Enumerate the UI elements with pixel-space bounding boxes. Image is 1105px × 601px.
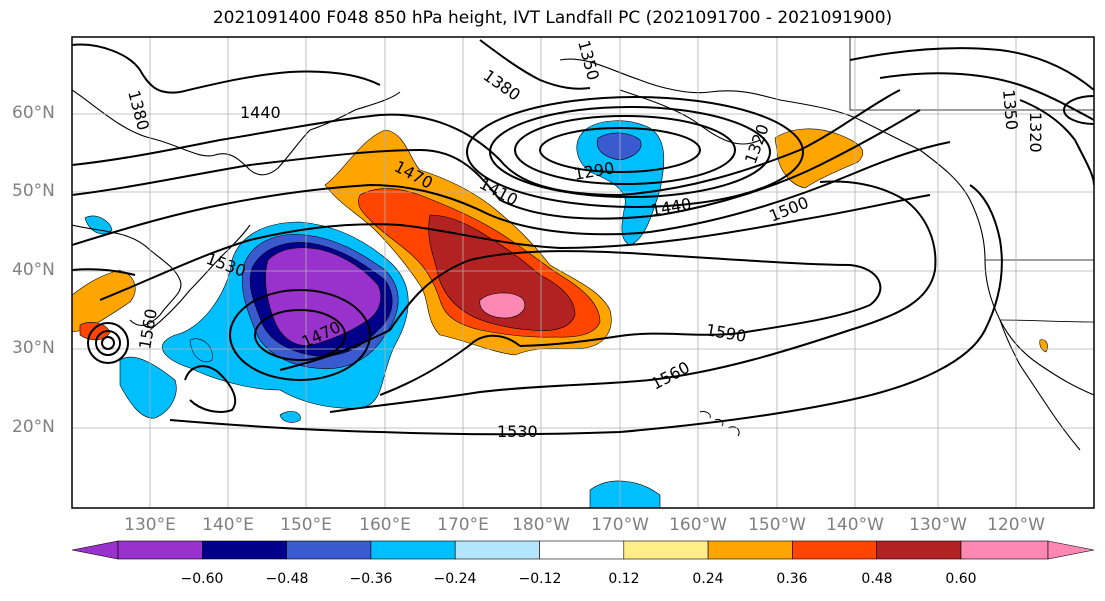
colorbar [71, 540, 1095, 560]
colorbar-bin [370, 540, 456, 560]
contour-label: 1440 [240, 103, 281, 122]
lon-label: 130°E [124, 515, 176, 535]
colorbar-tick-label: 0.36 [776, 571, 808, 587]
lat-label: 40°N [12, 260, 55, 280]
lat-label: 60°N [12, 103, 55, 123]
map-frame [71, 36, 1095, 509]
lon-label: 170°W [591, 515, 649, 535]
lon-label: 170°E [437, 515, 489, 535]
colorbar-bin [202, 540, 287, 560]
lat-label: 30°N [12, 338, 55, 358]
contour-label: 1500 [540, 95, 581, 114]
colorbar-bin [623, 540, 709, 560]
colorbar-tick-label: −0.12 [518, 571, 562, 587]
lat-label: 50°N [12, 181, 55, 201]
colorbar-bin [117, 540, 203, 560]
negative-anomaly-west-core [265, 247, 382, 346]
colorbar-bin [454, 540, 540, 560]
lon-label: 120°W [987, 515, 1045, 535]
contour-label: 1350 [999, 89, 1021, 131]
colorbar-bin [707, 540, 793, 560]
lon-label: 160°W [669, 515, 727, 535]
colorbar-tick-label: 0.48 [861, 571, 893, 587]
colorbar-tick-label: 0.12 [608, 571, 640, 587]
colorbar-arrow-left [71, 540, 119, 560]
colorbar-tick-label: −0.60 [180, 571, 224, 587]
map-title: 2021091400 F048 850 hPa height, IVT Land… [212, 8, 893, 28]
colorbar-bin [539, 540, 625, 560]
lon-label: 150°E [280, 515, 332, 535]
lat-label: 20°N [12, 417, 55, 437]
colorbar-tick-label: 0.60 [945, 571, 977, 587]
contour-label: 1530 [497, 422, 538, 441]
positive-anomaly-northeast [774, 128, 864, 189]
colorbar-tick-label: −0.48 [265, 571, 309, 587]
lon-label: 160°E [359, 515, 411, 535]
lon-label: 140°W [826, 515, 884, 535]
colorbar-tick-label: −0.36 [349, 571, 393, 587]
colorbar-tick-label: −0.24 [433, 571, 477, 587]
lon-label: 150°W [748, 515, 806, 535]
height-contours [72, 39, 1094, 436]
colorbar-bin [286, 540, 372, 560]
colorbar-tick-label: 0.24 [692, 571, 724, 587]
colorbar-bin [876, 540, 962, 560]
lon-label: 180°W [512, 515, 570, 535]
lon-label: 140°E [202, 515, 254, 535]
colorbar-bin [960, 540, 1049, 560]
colorbar-arrow-right [1047, 540, 1095, 560]
lon-label: 130°W [909, 515, 967, 535]
map-area: 1380 1380 1350 1320 1290 1320 1350 1440 … [72, 37, 1094, 508]
colorbar-bin [792, 540, 878, 560]
contour-label: 1320 [1026, 112, 1045, 153]
